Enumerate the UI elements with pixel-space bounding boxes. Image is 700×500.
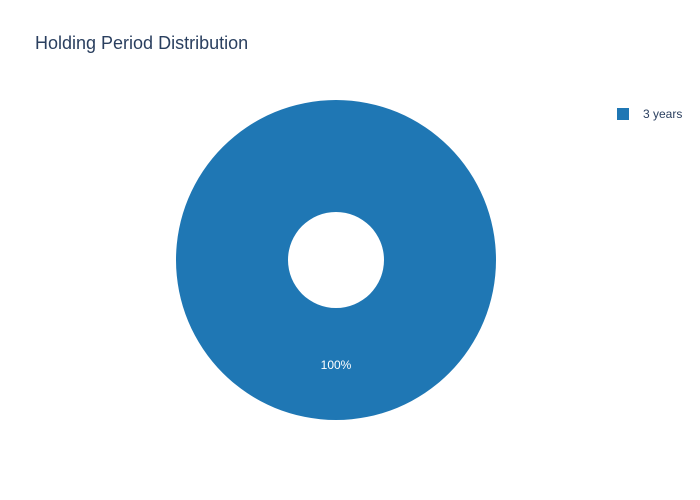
chart-title: Holding Period Distribution — [35, 33, 248, 53]
slice-label: 100% — [321, 358, 352, 372]
legend-label: 3 years — [643, 107, 682, 121]
legend-swatch — [617, 108, 629, 120]
pie-slice — [176, 100, 496, 420]
